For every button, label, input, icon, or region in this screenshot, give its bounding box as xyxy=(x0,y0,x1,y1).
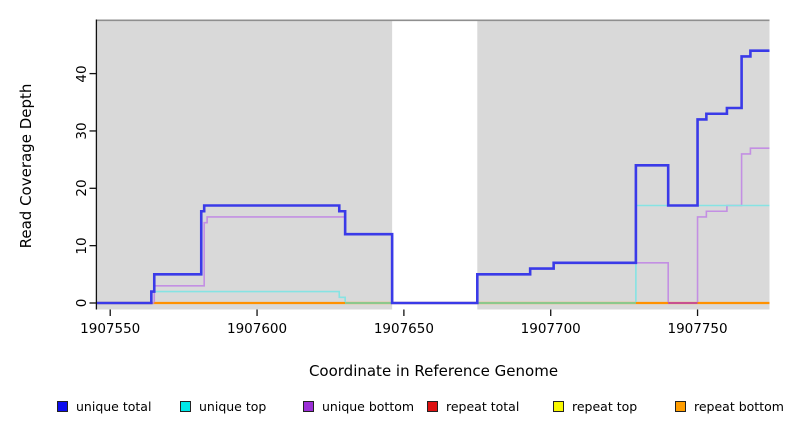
legend-item-repeat-bottom: repeat bottom xyxy=(675,399,784,414)
y-tick-label: 10 xyxy=(74,237,90,255)
legend-item-unique-bottom: unique bottom xyxy=(303,399,414,414)
legend-swatch xyxy=(57,401,68,412)
no-data-region xyxy=(392,20,478,310)
x-tick-label: 1907700 xyxy=(520,321,581,337)
legend-item-unique-top: unique top xyxy=(180,399,266,414)
legend-label: repeat total xyxy=(446,399,520,414)
legend-label: unique top xyxy=(199,399,267,414)
y-axis-title: Read Coverage Depth xyxy=(17,83,35,249)
y-tick-label: 30 xyxy=(74,122,90,140)
x-tick-label: 1907600 xyxy=(226,321,288,337)
legend-label: unique total xyxy=(76,399,152,414)
legend-label: repeat bottom xyxy=(694,399,784,414)
legend-swatch xyxy=(427,401,438,412)
x-tick-label: 1907750 xyxy=(667,321,728,337)
legend-item-unique-total: unique total xyxy=(57,399,151,414)
legend-swatch xyxy=(303,401,314,412)
legend-item-repeat-total: repeat total xyxy=(427,399,519,414)
legend-item-repeat-top: repeat top xyxy=(553,399,637,414)
legend-label: unique bottom xyxy=(322,399,415,414)
y-tick-label: 40 xyxy=(74,65,90,83)
series-unique-total-line xyxy=(97,49,770,305)
legend-swatch xyxy=(675,401,686,412)
x-axis-title: Coordinate in Reference Genome xyxy=(308,362,559,380)
legend-swatch xyxy=(553,401,564,412)
legend-swatch xyxy=(180,401,191,412)
x-tick-label: 1907550 xyxy=(80,321,141,337)
legend-label: repeat top xyxy=(572,399,638,414)
y-tick-label: 20 xyxy=(74,179,90,197)
x-tick-label: 1907650 xyxy=(373,321,434,337)
y-tick-label: 0 xyxy=(74,298,90,308)
